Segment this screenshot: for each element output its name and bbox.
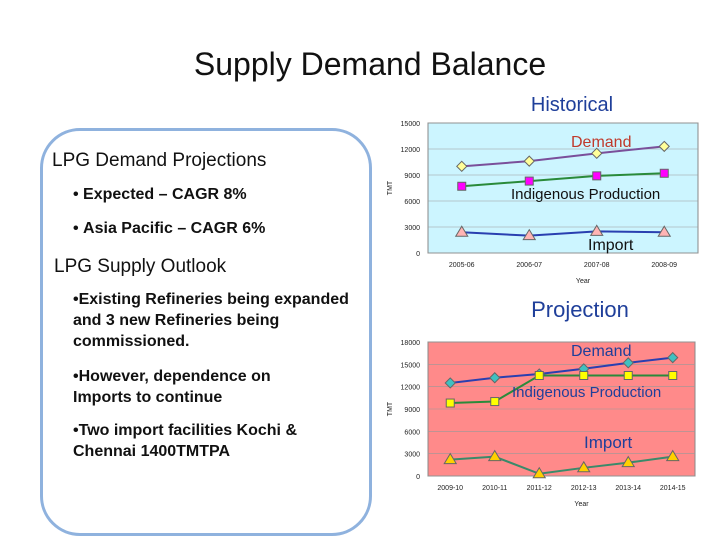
y-tick-label: 18000 xyxy=(401,340,421,347)
historical-chart: 0 3000 6000 9000 12000 15000 TMT 2005-06 2006-07… xyxy=(387,94,699,285)
y-tick-label: 0 xyxy=(416,251,420,258)
data-point xyxy=(523,155,535,167)
data-point xyxy=(490,397,500,407)
y-tick-label: 3000 xyxy=(404,452,420,459)
supply-bullet-1-text: Existing Refineries being expanded and 3… xyxy=(73,291,349,350)
x-tick-label: 2012-13 xyxy=(571,485,597,492)
data-point xyxy=(444,377,456,389)
x-tick-label: 2007-08 xyxy=(584,262,610,269)
series-label: Indigenous Production xyxy=(512,384,661,401)
data-point xyxy=(589,224,604,236)
y-tick-label: 3000 xyxy=(404,225,420,232)
y-tick-label: 6000 xyxy=(404,429,420,436)
supply-bullet-3: •Two import facilities Kochi & Chennai 1… xyxy=(73,422,297,460)
data-point xyxy=(665,449,680,462)
x-tick-label: 2005-06 xyxy=(449,262,475,269)
data-point xyxy=(524,176,534,186)
data-point xyxy=(576,460,591,473)
y-tick-label: 9000 xyxy=(404,173,420,180)
data-point xyxy=(443,452,458,465)
y-tick-label: 12000 xyxy=(401,147,421,154)
series-line xyxy=(461,230,665,237)
series-line xyxy=(450,374,673,405)
projection-chart: 0 3000 6000 9000 12000 15000 18000 TMT 2009-10 20… xyxy=(387,297,696,508)
y-axis-label: TMT xyxy=(387,401,394,416)
x-tick-label: 2014-15 xyxy=(660,485,686,492)
supply-bullet-2-text: However, dependence on Imports to contin… xyxy=(73,368,271,406)
demand-heading: LPG Demand Projections xyxy=(52,150,267,171)
series-label: Import xyxy=(584,433,632,452)
demand-bullet-2-text: Asia Pacific – CAGR 6% xyxy=(83,220,266,237)
data-point xyxy=(489,372,501,384)
x-axis-label: Year xyxy=(576,278,591,285)
data-point xyxy=(621,455,636,468)
data-point xyxy=(591,147,603,160)
series-label: Demand xyxy=(571,343,631,360)
slide-title: Supply Demand Balance xyxy=(193,46,547,82)
supply-bullet-2: •However, dependence on Imports to conti… xyxy=(73,368,271,406)
series-label: Indigenous Production xyxy=(511,186,660,203)
chart-title: Projection xyxy=(531,297,629,322)
supply-heading: LPG Supply Outlook xyxy=(54,256,227,277)
data-point xyxy=(622,357,634,369)
x-tick-label: 2006-07 xyxy=(516,262,542,269)
data-point xyxy=(658,140,670,153)
data-point xyxy=(487,449,502,462)
series-line xyxy=(450,455,673,475)
y-tick-label: 0 xyxy=(416,474,420,481)
series-label: Demand xyxy=(571,134,631,151)
data-point xyxy=(457,181,467,191)
demand-bullet-1-text: Expected – CAGR 8% xyxy=(83,186,247,203)
x-tick-label: 2011-12 xyxy=(527,485,552,492)
series-line xyxy=(461,145,665,168)
series-line xyxy=(461,172,665,188)
y-tick-label: 12000 xyxy=(401,385,421,392)
chart-title: Historical xyxy=(531,94,613,116)
supply-bullet-3-text: Two import facilities Kochi & Chennai 14… xyxy=(73,422,297,460)
demand-bullet-2: • Asia Pacific – CAGR 6% xyxy=(73,220,266,237)
x-axis-label: Year xyxy=(574,501,589,508)
data-point xyxy=(445,398,455,408)
data-point xyxy=(456,160,468,173)
data-point xyxy=(522,228,537,241)
y-tick-label: 9000 xyxy=(404,407,420,414)
x-tick-label: 2009-10 xyxy=(437,485,463,492)
series-line xyxy=(450,356,673,384)
y-tick-label: 6000 xyxy=(404,199,420,206)
y-tick-label: 15000 xyxy=(401,121,421,128)
demand-bullet-1: • Expected – CAGR 8% xyxy=(73,186,247,203)
data-point xyxy=(532,466,547,479)
supply-bullet-1: •Existing Refineries being expanded and … xyxy=(73,291,349,350)
text-panel xyxy=(40,128,372,536)
data-point xyxy=(534,371,544,380)
series-label: Import xyxy=(588,237,634,254)
data-point xyxy=(579,371,589,380)
data-point xyxy=(454,225,469,237)
y-axis-label: TMT xyxy=(387,180,394,195)
x-tick-label: 2013-14 xyxy=(615,485,641,492)
data-point xyxy=(657,225,672,237)
data-point xyxy=(668,371,678,380)
data-point xyxy=(659,168,669,178)
data-point xyxy=(592,171,602,181)
x-tick-label: 2008-09 xyxy=(651,262,677,269)
y-tick-label: 15000 xyxy=(401,362,421,369)
data-point xyxy=(623,371,633,380)
x-tick-label: 2010-11 xyxy=(482,485,507,492)
data-point xyxy=(667,351,679,364)
